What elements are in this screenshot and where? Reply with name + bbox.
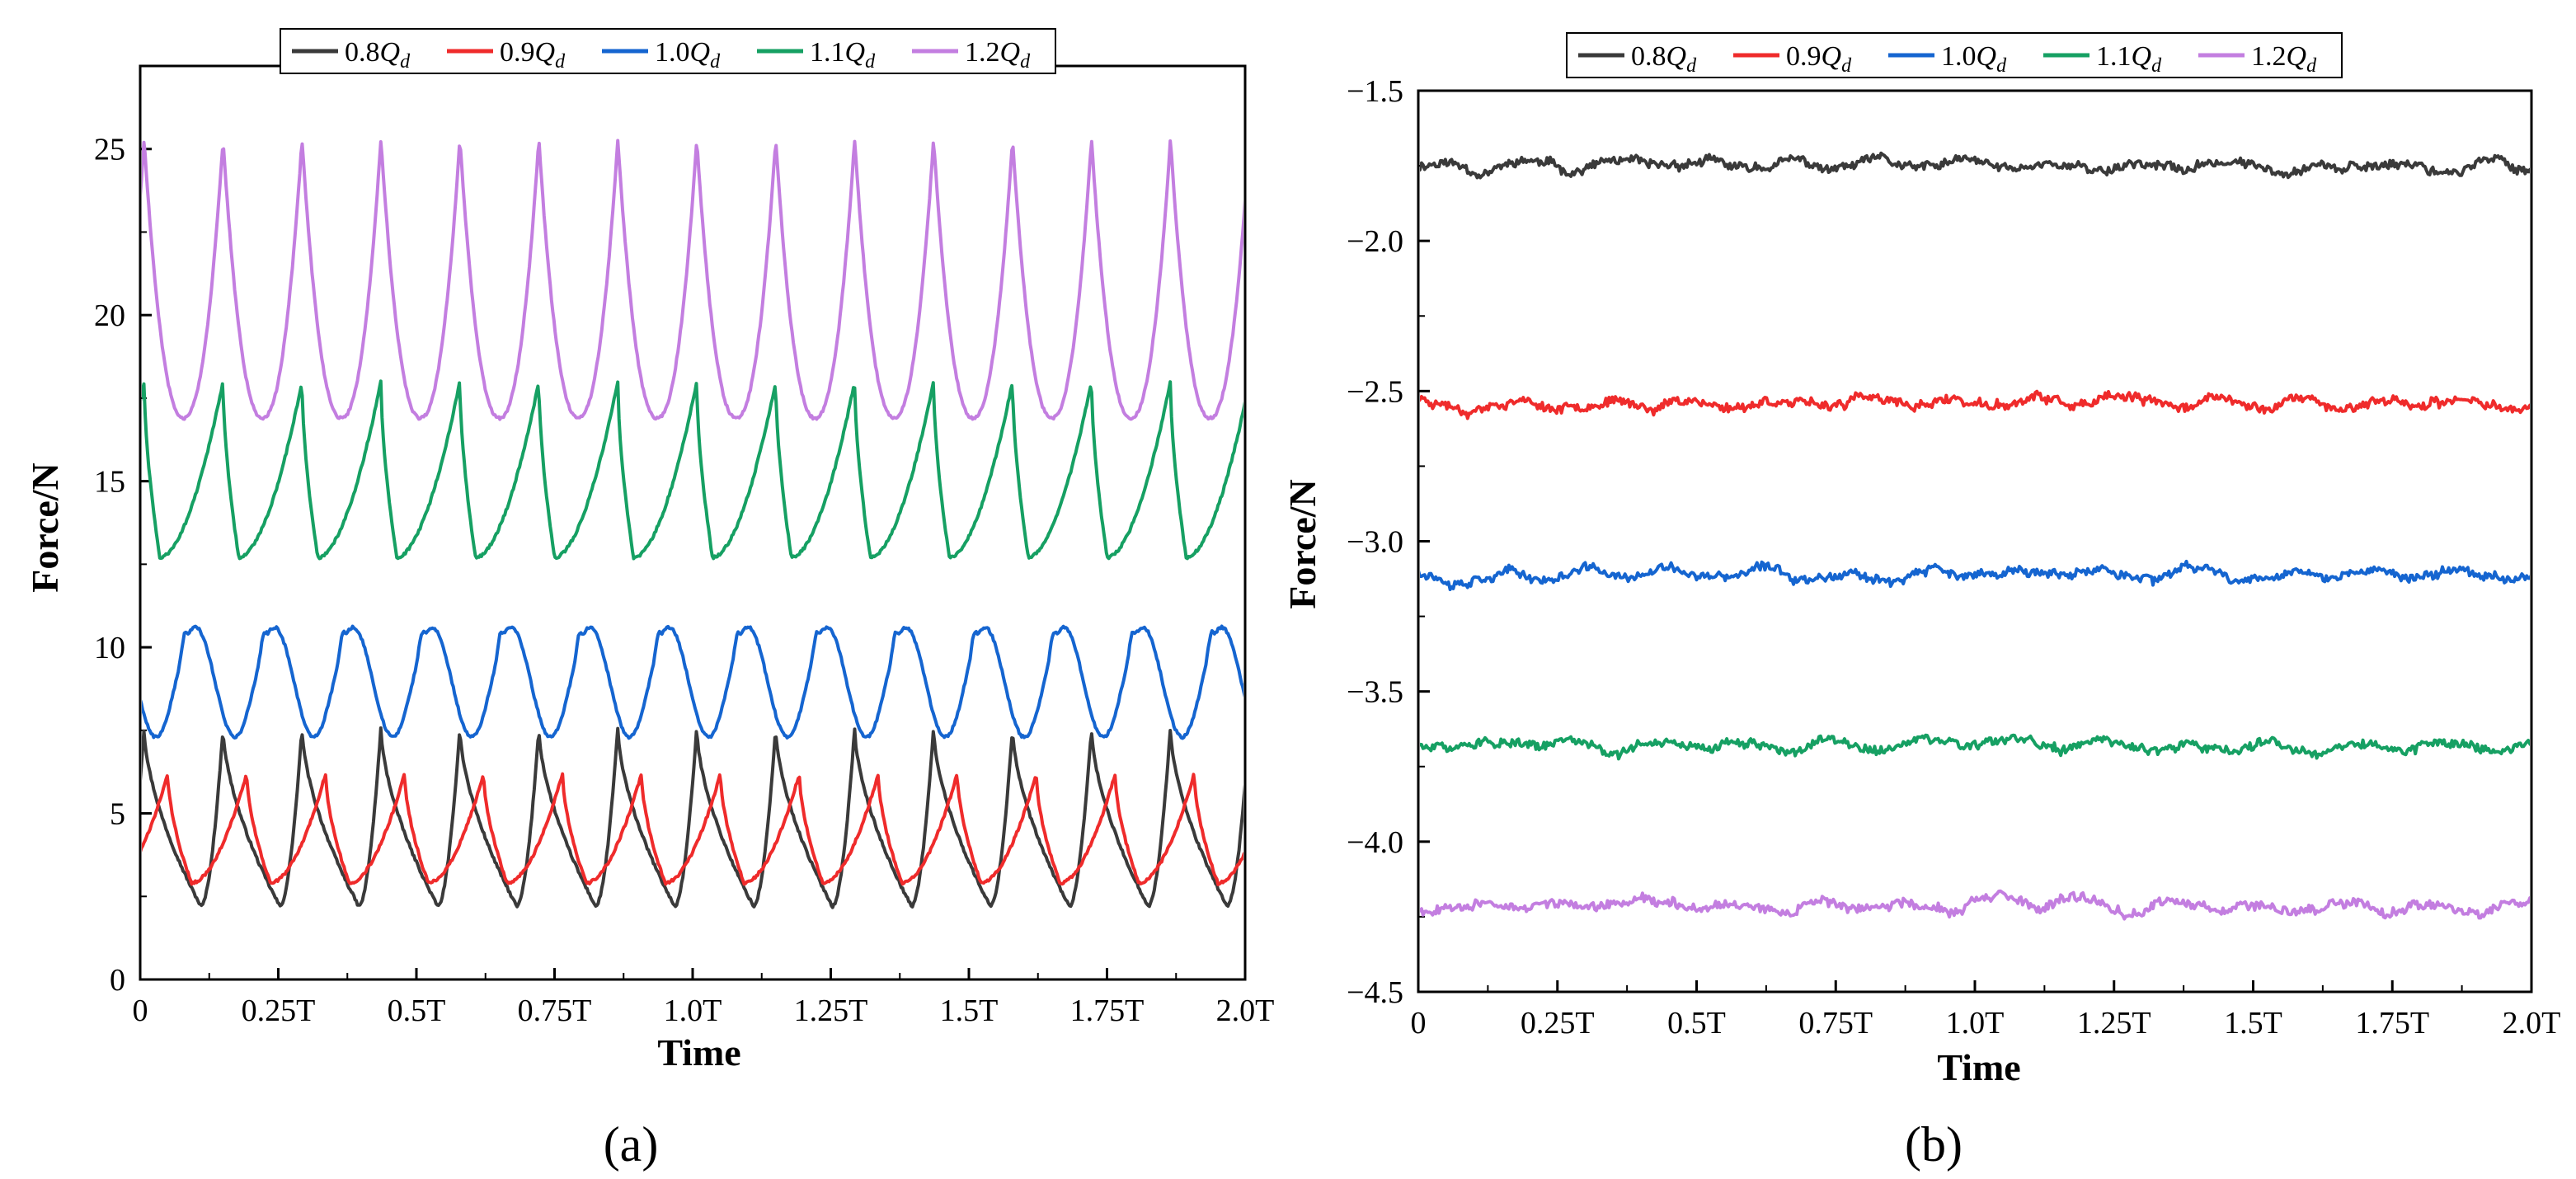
legend-symbol: Q [2287, 41, 2307, 72]
y-tick-label: −2.0 [1347, 224, 1403, 259]
legend-subscript: d [400, 51, 411, 73]
legend-subscript: d [2151, 55, 2162, 77]
series-line-0-8 [142, 726, 1243, 909]
legend-coefficient: 1.2 [2251, 41, 2287, 72]
y-axis-title: Force/N [24, 463, 66, 593]
legend-symbol: Q [690, 37, 711, 68]
legend-subscript: d [2306, 55, 2317, 77]
x-tick-label: 1.75T [2355, 1006, 2429, 1040]
panel-label: (a) [604, 1117, 659, 1172]
x-tick-label: 1.0T [1946, 1006, 2005, 1040]
legend-entry: 1.0Qd [1941, 41, 2007, 77]
legend-symbol: Q [1977, 41, 1997, 72]
x-axis-title: Time [1937, 1046, 2020, 1088]
x-tick-label: 2.0T [1216, 993, 1275, 1028]
series-line-1-0 [142, 624, 1243, 740]
legend-coefficient: 0.9 [1786, 41, 1822, 72]
legend-entry: 0.8Qd [1631, 41, 1697, 77]
legend-subscript: d [865, 51, 876, 73]
y-tick-label: −1.5 [1347, 74, 1403, 109]
legend-symbol: Q [1666, 41, 1687, 72]
panel-a: 0 5 10 15 20 25 0 0.25T 0.5T 0.75T 1.0T 1.25T 1.5T 1.… [24, 28, 1275, 1172]
x-tick-label: 0.75T [1798, 1006, 1873, 1040]
legend-symbol: Q [1000, 37, 1021, 68]
y-tick-label: −2.5 [1347, 374, 1403, 409]
legend-coefficient: 1.1 [810, 37, 845, 68]
series-line-0-9 [1420, 389, 2530, 420]
x-tick-label: 1.75T [1070, 993, 1145, 1028]
x-tick-label: 1.25T [2077, 1006, 2151, 1040]
series-line-1-2 [1420, 889, 2530, 921]
series-line-0-8 [1420, 151, 2530, 180]
y-tick-label: −4.5 [1347, 975, 1403, 1010]
x-axis-title: Time [657, 1031, 740, 1073]
legend: 0.8Qd 0.9Qd 1.0Qd 1.1Qd 1.2Qd [280, 28, 1056, 74]
x-tick-label: 0.25T [1521, 1006, 1595, 1040]
legend-entry: 1.2Qd [965, 37, 1031, 73]
legend-subscript: d [1686, 55, 1697, 77]
y-tick-label: −3.5 [1347, 675, 1403, 710]
legend-entry: 1.1Qd [2096, 41, 2162, 77]
legend-entry: 0.9Qd [1786, 41, 1852, 77]
x-tick-label: 0 [133, 993, 148, 1028]
x-tick-label: 0.75T [518, 993, 592, 1028]
y-tick-label: 20 [94, 298, 125, 333]
series-line-0-9 [142, 772, 1243, 886]
panel-label: (b) [1905, 1117, 1963, 1172]
x-tick-label: 0.5T [388, 993, 446, 1028]
x-tick-label: 1.5T [940, 993, 999, 1028]
legend-symbol: Q [1822, 41, 1842, 72]
legend-coefficient: 0.8 [345, 37, 380, 68]
legend-subscript: d [1841, 55, 1852, 77]
legend-subscript: d [710, 51, 721, 73]
legend-subscript: d [555, 51, 566, 73]
x-tick-label: 0.5T [1667, 1006, 1726, 1040]
x-tick-label: 1.5T [2224, 1006, 2282, 1040]
legend-entry: 1.1Qd [810, 37, 876, 73]
y-tick-label: 5 [110, 797, 125, 832]
y-tick-label: −4.0 [1347, 825, 1403, 860]
legend-entry: 1.2Qd [2251, 41, 2317, 77]
legend-coefficient: 1.1 [2096, 41, 2132, 72]
y-axis-title: Force/N [1281, 479, 1323, 609]
plot-frame [1417, 89, 2533, 993]
legend-symbol: Q [845, 37, 866, 68]
legend-subscript: d [1996, 55, 2007, 77]
series-line-1-1 [142, 379, 1243, 561]
legend: 0.8Qd 0.9Qd 1.0Qd 1.1Qd 1.2Qd [1566, 32, 2343, 78]
legend-entry: 1.0Qd [655, 37, 721, 73]
y-tick-label: −3.0 [1347, 525, 1403, 560]
legend-symbol: Q [380, 37, 401, 68]
legend-symbol: Q [2132, 41, 2152, 72]
series-line-1-2 [142, 139, 1243, 421]
legend-subscript: d [1020, 51, 1031, 73]
legend-coefficient: 1.2 [965, 37, 1000, 68]
legend-coefficient: 0.8 [1631, 41, 1666, 72]
x-tick-label: 0.25T [242, 993, 316, 1028]
x-tick-label: 0 [1411, 1006, 1427, 1040]
legend-coefficient: 0.9 [500, 37, 535, 68]
legend-entry: 0.9Qd [500, 37, 566, 73]
y-tick-label: 25 [94, 133, 125, 167]
legend-symbol: Q [535, 37, 556, 68]
legend-coefficient: 1.0 [655, 37, 690, 68]
y-tick-label: 10 [94, 631, 125, 665]
x-tick-label: 2.0T [2503, 1006, 2561, 1040]
series-line-1-0 [1420, 559, 2530, 591]
legend-coefficient: 1.0 [1941, 41, 1977, 72]
series-line-1-1 [1420, 733, 2530, 761]
legend-entry: 0.8Qd [345, 37, 411, 73]
x-tick-label: 1.0T [664, 993, 722, 1028]
y-tick-label: 15 [94, 465, 125, 500]
x-tick-label: 1.25T [794, 993, 868, 1028]
y-tick-label: 0 [110, 963, 125, 998]
panel-b: −4.5 −4.0 −3.5 −3.0 −2.5 −2.0 −1.5 0 0.25T 0.5T 0.… [1281, 32, 2561, 1172]
